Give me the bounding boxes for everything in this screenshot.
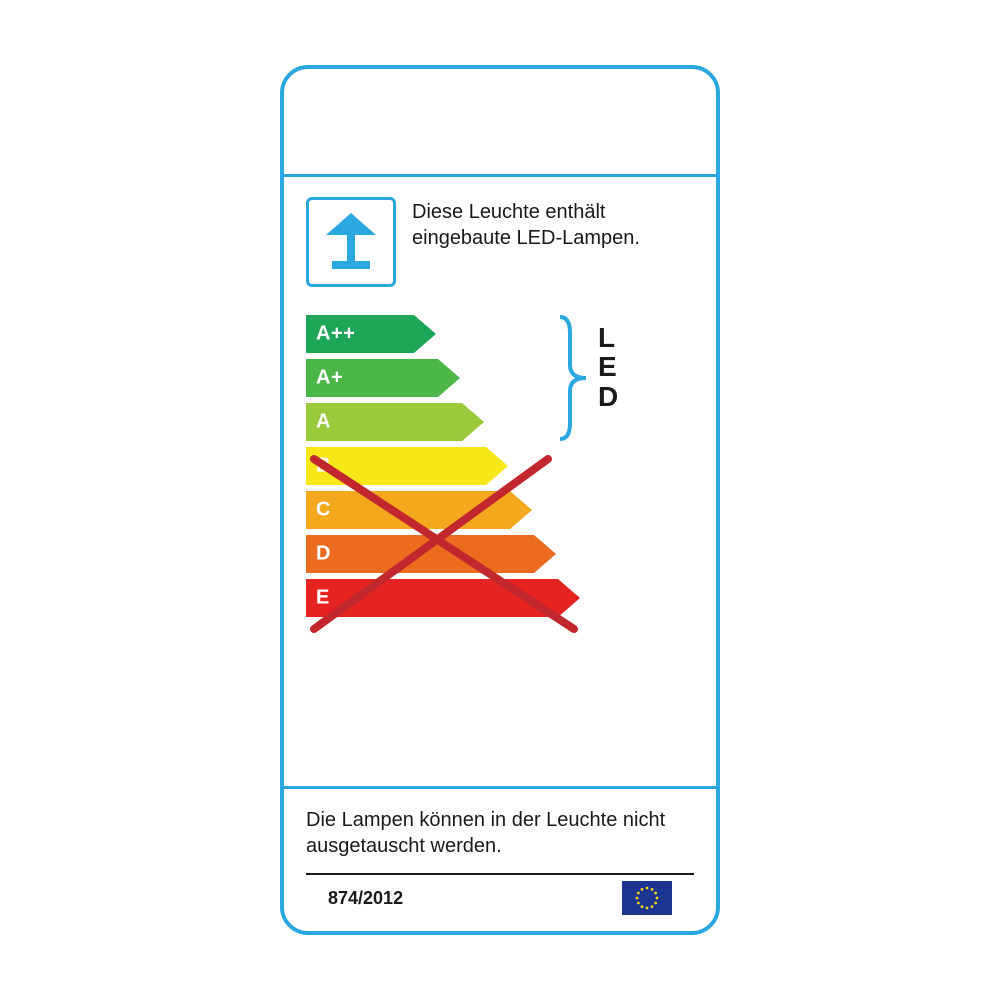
energy-bar-label: C [316, 499, 331, 522]
lamp-icon [320, 209, 382, 275]
regulation-number: 874/2012 [328, 888, 403, 909]
energy-bar-label: A [316, 411, 331, 434]
eu-flag [622, 881, 672, 915]
lamp-icon-box [306, 197, 396, 287]
energy-chart: A++ A+ ABCDE LED [284, 297, 716, 786]
energy-bar-label: E [316, 587, 330, 610]
energy-bar: C [306, 491, 580, 529]
energy-bar-label: A++ [316, 323, 355, 346]
info-row: Diese Leuchte enthält eingebaute LED-Lam… [284, 177, 716, 297]
energy-label-card: Diese Leuchte enthält eingebaute LED-Lam… [280, 65, 720, 935]
energy-bar: A++ [306, 315, 580, 353]
bottom-section: Die Lampen können in der Leuchte nicht a… [284, 786, 716, 931]
energy-bar-label: D [316, 543, 331, 566]
header-blank [284, 69, 716, 177]
energy-bar: D [306, 535, 580, 573]
energy-bar: A+ [306, 359, 580, 397]
energy-bar-label: A+ [316, 367, 343, 390]
energy-bar: E [306, 579, 580, 617]
energy-bar: B [306, 447, 580, 485]
energy-bar: A [306, 403, 580, 441]
energy-bar-label: B [316, 455, 331, 478]
footer-row: 874/2012 [306, 873, 694, 923]
info-text: Diese Leuchte enthält eingebaute LED-Lam… [412, 197, 694, 251]
led-label: LED [598, 323, 618, 411]
energy-bars: A++ A+ ABCDE [306, 315, 580, 617]
replacement-note: Die Lampen können in der Leuchte nicht a… [306, 807, 694, 859]
led-bracket [556, 313, 592, 443]
